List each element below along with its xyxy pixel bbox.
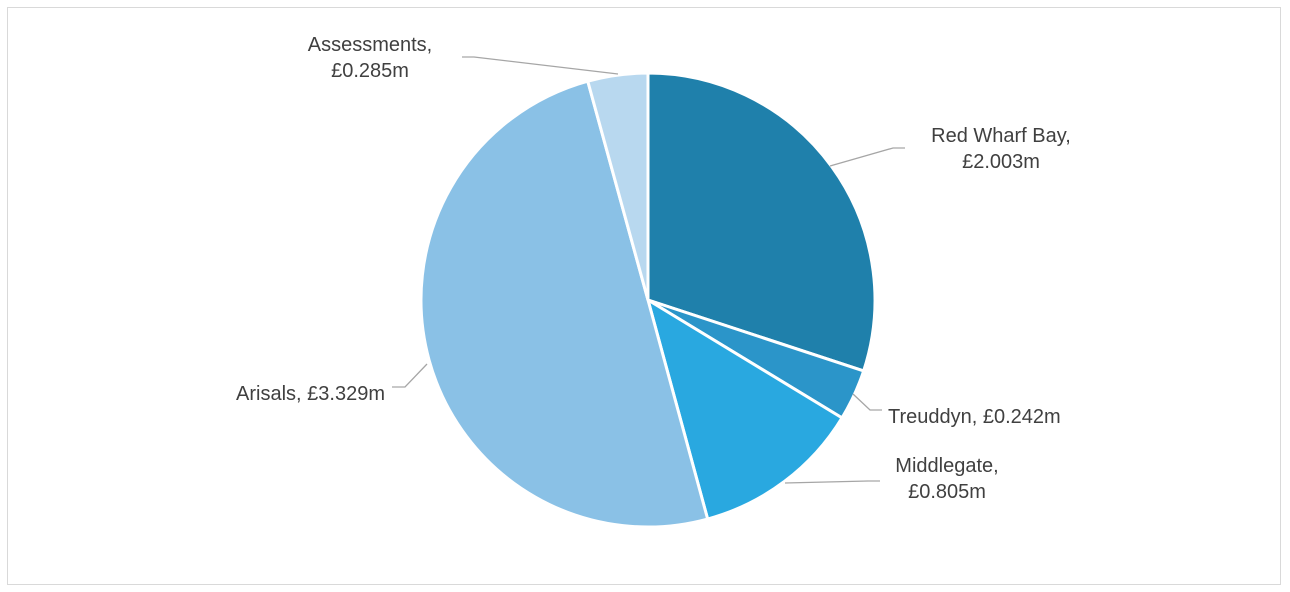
data-label-middlegate: Middlegate, £0.805m <box>895 455 998 503</box>
pie-slice-red-wharf-bay <box>646 71 877 373</box>
leader-line-red-wharf-bay <box>829 147 905 167</box>
data-label-line: Assessments, <box>308 34 432 56</box>
data-label-line: Middlegate, <box>895 455 998 477</box>
pie-slices <box>419 71 877 529</box>
data-label-line: £2.003m <box>962 151 1040 173</box>
pie-slice-assessments <box>586 71 650 302</box>
data-label-treuddyn: Treuddyn, £0.242m <box>888 406 1061 428</box>
pie-slice-middlegate <box>646 298 844 521</box>
data-label-line: £0.805m <box>908 481 986 503</box>
leader-line-assessments <box>462 56 619 75</box>
data-label-red-wharf-bay: Red Wharf Bay, £2.003m <box>931 125 1071 173</box>
data-label-line: Arisals, £3.329m <box>236 383 385 405</box>
pie-slice-arisals <box>419 79 710 529</box>
data-label-line: Treuddyn, £0.242m <box>888 406 1061 428</box>
leader-line-middlegate <box>784 480 880 484</box>
data-label-line: Red Wharf Bay, <box>931 125 1071 147</box>
data-label-arisals: Arisals, £3.329m <box>236 383 385 405</box>
leader-line-treuddyn <box>852 393 882 411</box>
data-label-assessments: Assessments, £0.285m <box>308 34 432 82</box>
data-label-line: £0.285m <box>331 60 409 82</box>
leader-line-arisals <box>392 363 428 388</box>
